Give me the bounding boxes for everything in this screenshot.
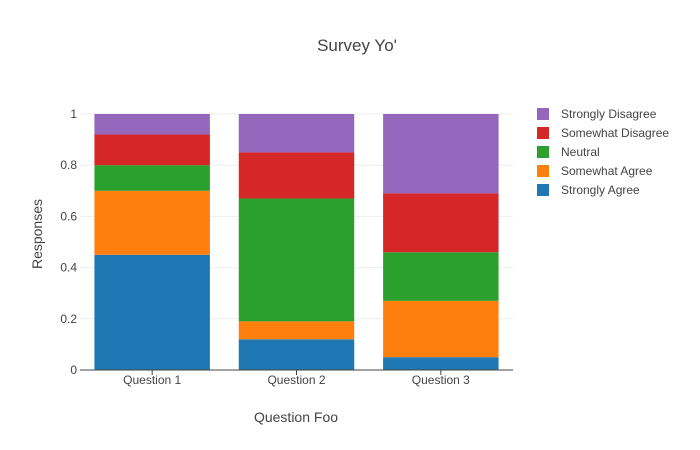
legend-item[interactable]: Somewhat Disagree — [537, 126, 669, 140]
y-axis-title: Responses — [29, 199, 45, 269]
bar-segment — [238, 339, 355, 370]
x-tick-label: Question 2 — [267, 373, 325, 387]
legend-swatch — [537, 146, 549, 158]
x-axis-title: Question Foo — [254, 409, 338, 425]
bar-segment — [383, 114, 499, 194]
x-tick-label: Question 3 — [412, 373, 470, 387]
legend-item[interactable]: Somewhat Agree — [537, 164, 653, 178]
bar-segment — [238, 114, 355, 153]
legend-label: Strongly Agree — [561, 183, 640, 197]
bar-segment — [94, 165, 210, 191]
legend-label: Somewhat Disagree — [561, 126, 669, 140]
y-tick-label: 0.2 — [60, 312, 77, 326]
bar-segment — [238, 321, 355, 340]
bar-segment — [383, 357, 499, 370]
legend-swatch — [537, 127, 549, 139]
bar-segment — [94, 254, 210, 370]
legend-swatch — [537, 165, 549, 177]
bar-segment — [94, 190, 210, 255]
y-tick-label: 1 — [70, 107, 77, 121]
bar-segment — [383, 193, 499, 253]
legend: Strongly Disagree Somewhat Disagree Neutra… — [537, 107, 669, 197]
y-tick-label: 0.4 — [60, 261, 77, 275]
y-tick-label: 0.6 — [60, 209, 77, 223]
chart-title: Survey Yo' — [317, 36, 397, 55]
legend-item[interactable]: Neutral — [537, 145, 600, 159]
legend-label: Somewhat Agree — [561, 164, 653, 178]
x-tick-label: Question 1 — [123, 373, 181, 387]
legend-swatch — [537, 184, 549, 196]
legend-label: Strongly Disagree — [561, 107, 657, 121]
bars — [94, 114, 499, 370]
legend-item[interactable]: Strongly Disagree — [537, 107, 657, 121]
bar-segment — [238, 152, 355, 199]
y-tick-label: 0.8 — [60, 158, 77, 172]
legend-swatch — [537, 108, 549, 120]
bar-segment — [383, 300, 499, 358]
bar-segment — [383, 252, 499, 301]
x-axis-ticks: Question 1 Question 2 Question 3 — [123, 370, 470, 387]
bar-segment — [238, 198, 355, 322]
y-axis-ticks: 0 0.2 0.4 0.6 0.8 1 — [60, 107, 77, 377]
bar-segment — [94, 134, 210, 166]
y-tick-label: 0 — [70, 363, 77, 377]
legend-item[interactable]: Strongly Agree — [537, 183, 640, 197]
legend-label: Neutral — [561, 145, 600, 159]
bar-segment — [94, 114, 210, 135]
